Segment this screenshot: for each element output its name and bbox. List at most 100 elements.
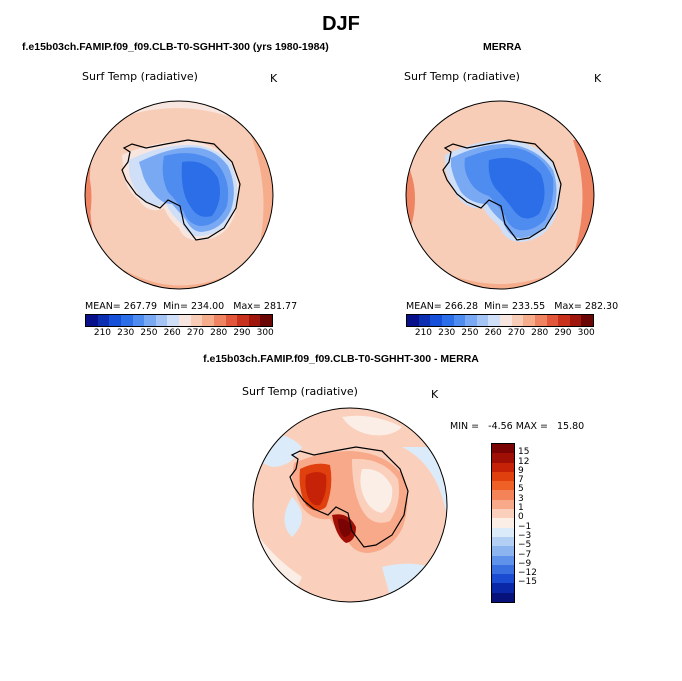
colorbar-swatch — [492, 518, 514, 528]
colorbar-tick-label: 280 — [531, 328, 549, 338]
colorbar-swatch — [155, 315, 168, 326]
page-title: DJF — [322, 13, 360, 35]
model-min-label: Min= — [163, 301, 188, 312]
model-max-value: 281.77 — [263, 301, 298, 312]
colorbar-swatch — [225, 315, 238, 326]
colorbar-tick-label: 1 — [518, 503, 524, 514]
model-mean-label: MEAN= — [85, 301, 121, 312]
colorbar-tick-label: 3 — [518, 493, 524, 504]
obs-stats: MEAN= 266.28 Min= 233.55 Max= 282.30 — [406, 301, 618, 312]
colorbar-swatch — [167, 315, 179, 326]
colorbar-swatch — [492, 499, 514, 510]
colorbar-tick-label: 300 — [256, 328, 274, 338]
model-stats: MEAN= 267.79 Min= 234.00 Max= 281.77 — [85, 301, 297, 312]
obs-mean-label: MEAN= — [406, 301, 442, 312]
colorbar-tick-label: 15 — [518, 447, 530, 458]
colorbar-swatch — [492, 564, 514, 575]
colorbar-tick-label: −12 — [518, 568, 537, 579]
colorbar-tick-label: 9 — [518, 465, 524, 476]
colorbar-swatch — [492, 471, 514, 482]
obs-colorbar-ticks: 210 230 250 260 270 280 290 300 — [406, 328, 595, 340]
colorbar-swatch — [97, 315, 110, 326]
colorbar-swatch — [569, 315, 582, 326]
colorbar-swatch — [441, 315, 454, 326]
colorbar-tick-label: 280 — [210, 328, 228, 338]
colorbar-tick-label: −15 — [518, 577, 537, 588]
colorbar-swatch — [492, 509, 514, 519]
obs-mean-value: 266.28 — [444, 301, 479, 312]
colorbar-swatch — [492, 592, 514, 603]
colorbar-swatch — [488, 315, 500, 326]
colorbar-swatch — [511, 315, 524, 326]
colorbar-swatch — [546, 315, 559, 326]
colorbar-swatch — [120, 315, 133, 326]
obs-min-value: 233.55 — [511, 301, 546, 312]
obs-max-label: Max= — [554, 301, 582, 312]
colorbar-swatch — [492, 546, 514, 556]
colorbar-swatch — [558, 315, 570, 326]
colorbar-tick-label: 250 — [461, 328, 479, 338]
model-unit-label: K — [270, 72, 278, 85]
colorbar-swatch — [492, 555, 514, 565]
diff-colorbar — [491, 443, 515, 603]
colorbar-tick-label: 230 — [117, 328, 135, 338]
colorbar-tick-label: 210 — [414, 328, 433, 338]
colorbar-swatch — [190, 315, 203, 326]
colorbar-swatch — [492, 583, 514, 593]
diff-unit-label: K — [431, 388, 439, 401]
obs-polar-map — [405, 100, 595, 290]
colorbar-swatch — [492, 574, 514, 584]
model-polar-map — [84, 100, 274, 290]
colorbar-tick-label: 260 — [484, 328, 502, 338]
colorbar-tick-label: 7 — [518, 475, 524, 486]
colorbar-tick-label: −1 — [518, 521, 532, 532]
colorbar-swatch — [492, 481, 514, 491]
obs-unit-label: K — [594, 72, 602, 85]
colorbar-swatch — [86, 315, 98, 326]
model-colorbar-ticks: 210 230 250 260 270 280 290 300 — [85, 328, 274, 340]
model-min-value: 234.00 — [190, 301, 225, 312]
diff-panel-title: f.e15b03ch.FAMIP.f09_f09.CLB-T0-SGHHT-30… — [203, 353, 479, 365]
colorbar-swatch — [132, 315, 145, 326]
colorbar-swatch — [492, 453, 514, 463]
colorbar-swatch — [144, 315, 156, 326]
obs-panel-title: MERRA — [483, 41, 522, 53]
colorbar-swatch — [237, 315, 249, 326]
colorbar-swatch — [581, 315, 593, 326]
colorbar-tick-label: 12 — [518, 456, 530, 467]
colorbar-swatch — [248, 315, 261, 326]
colorbar-tick-label: 270 — [507, 328, 526, 338]
colorbar-tick-label: 230 — [438, 328, 456, 338]
colorbar-tick-label: −3 — [518, 530, 532, 541]
colorbar-swatch — [453, 315, 466, 326]
colorbar-swatch — [492, 444, 514, 454]
colorbar-swatch — [476, 315, 489, 326]
colorbar-tick-label: 250 — [140, 328, 158, 338]
model-colorbar — [85, 314, 273, 327]
colorbar-tick-label: 0 — [518, 512, 524, 523]
obs-colorbar — [406, 314, 594, 327]
diff-stats: MIN = -4.56 MAX = 15.80 — [450, 421, 585, 432]
colorbar-swatch — [492, 536, 514, 547]
colorbar-tick-label: 270 — [186, 328, 205, 338]
colorbar-swatch — [418, 315, 431, 326]
colorbar-swatch — [523, 315, 535, 326]
model-max-label: Max= — [233, 301, 261, 312]
colorbar-swatch — [430, 315, 442, 326]
colorbar-swatch — [534, 315, 547, 326]
colorbar-swatch — [179, 315, 191, 326]
colorbar-swatch — [202, 315, 214, 326]
colorbar-swatch — [492, 462, 514, 472]
colorbar-swatch — [500, 315, 512, 326]
obs-max-value: 282.30 — [584, 301, 619, 312]
obs-field-label: Surf Temp (radiative) — [404, 70, 520, 83]
diff-colorbar-ticks: 15 12 9 7 5 3 1 0 −1 −3 −5 −7 −9 −12 −15 — [518, 443, 548, 601]
colorbar-tick-label: 300 — [577, 328, 595, 338]
model-mean-value: 267.79 — [123, 301, 158, 312]
colorbar-tick-label: −9 — [518, 558, 532, 569]
colorbar-tick-label: 5 — [518, 484, 524, 495]
colorbar-tick-label: 290 — [554, 328, 572, 338]
colorbar-swatch — [465, 315, 477, 326]
model-panel-title: f.e15b03ch.FAMIP.f09_f09.CLB-T0-SGHHT-30… — [22, 41, 329, 53]
diff-field-label: Surf Temp (radiative) — [242, 385, 358, 398]
